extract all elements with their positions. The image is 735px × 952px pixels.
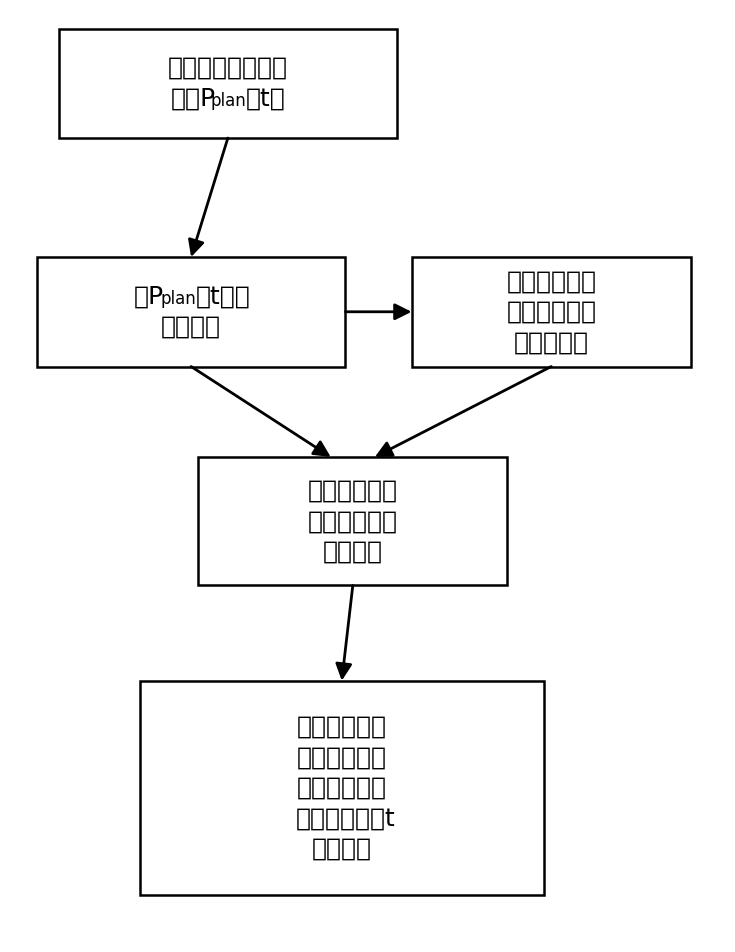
Text: plan: plan [160,290,196,308]
Text: 时刻发电: 时刻发电 [312,837,372,861]
Bar [198,457,507,585]
Text: （t）进: （t）进 [196,285,250,308]
Text: 将命令値发送: 将命令値发送 [297,715,387,739]
Text: 给光伏电站和: 给光伏电站和 [297,745,387,769]
Bar [140,681,544,895]
Bar [412,257,691,367]
Text: 伏电站输出功: 伏电站输出功 [308,509,398,533]
Bar [59,29,397,138]
Bar [37,257,345,367]
Text: 控系统，完成t: 控系统，完成t [295,806,395,830]
Text: 功率目标値: 功率目标値 [514,330,589,354]
Text: 光伏电站接收: 光伏电站接收 [506,269,596,293]
Text: 储能电站的监: 储能电站的监 [297,776,387,800]
Text: 率命令値: 率命令値 [323,540,383,564]
Text: 计算储能与光: 计算储能与光 [308,479,398,503]
Text: 行预处理: 行预处理 [161,315,221,339]
Text: plan: plan [210,92,246,110]
Text: 功率P: 功率P [171,87,215,110]
Text: 光伏电站输出: 光伏电站输出 [506,300,596,324]
Text: 接收计划发电任务: 接收计划发电任务 [168,56,288,80]
Text: （t）: （t） [245,87,285,110]
Text: 对P: 对P [134,285,164,308]
